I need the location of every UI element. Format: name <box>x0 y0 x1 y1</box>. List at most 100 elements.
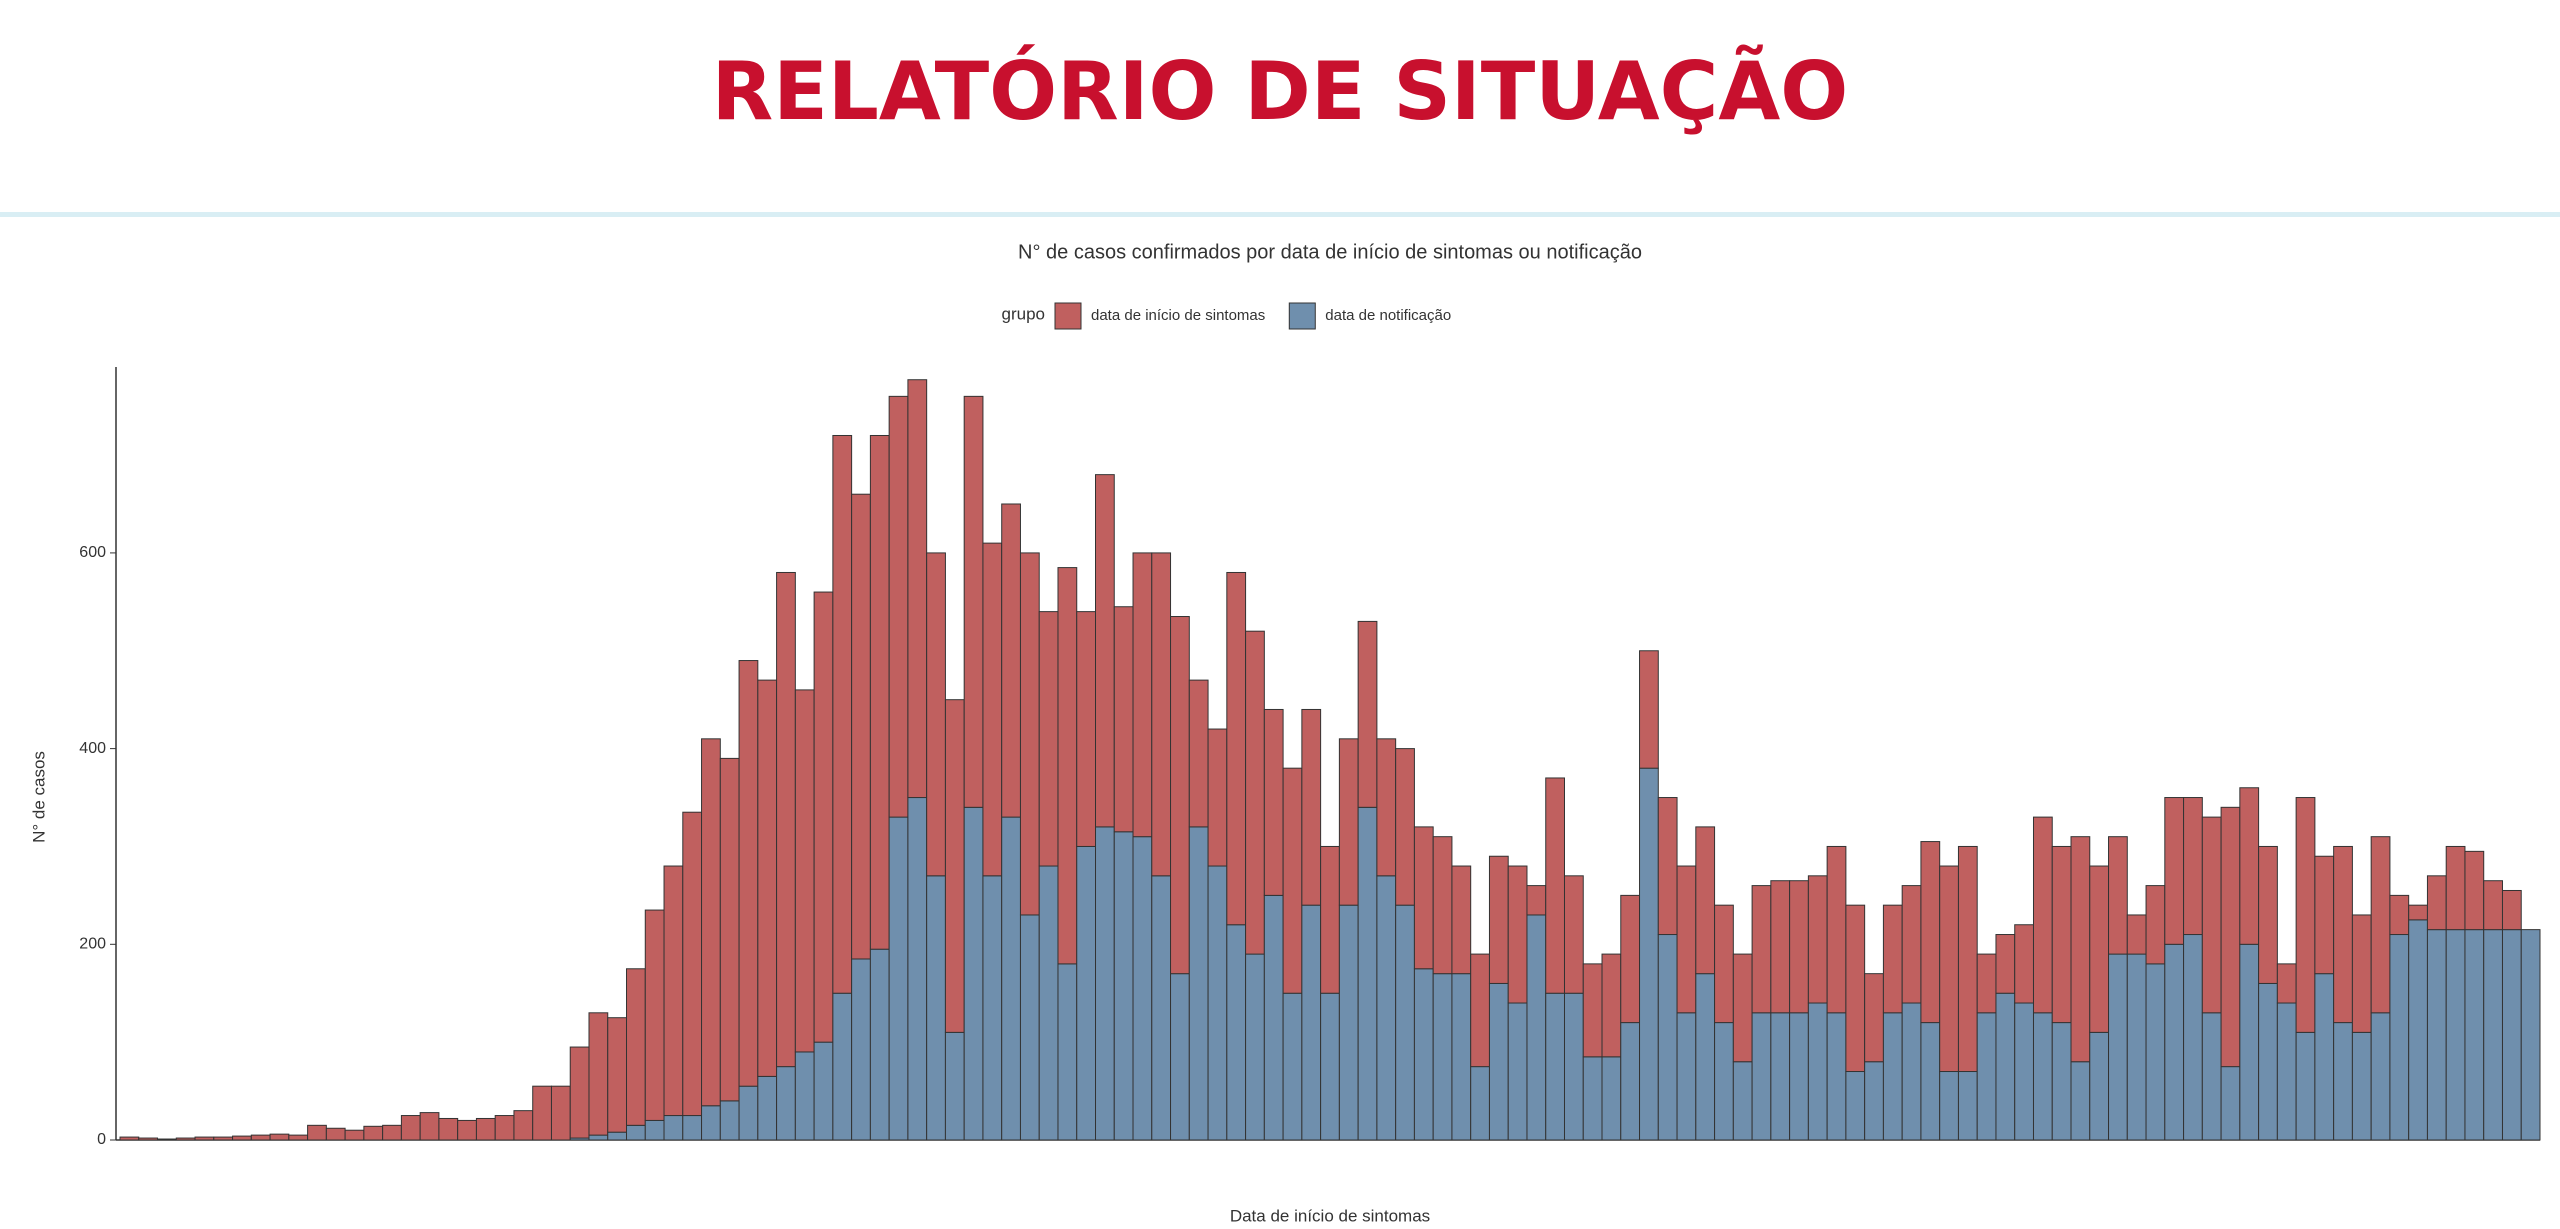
bar-segment <box>1563 875 1584 994</box>
y-tick-label: 600 <box>79 544 106 561</box>
bar-segment <box>794 689 815 1053</box>
bar-segment <box>869 948 890 1141</box>
bar-segment <box>1095 474 1115 828</box>
bar-segment <box>2295 797 2316 1033</box>
bar-segment <box>1301 904 1322 1141</box>
bar-segment <box>1507 865 1528 1004</box>
bar-segment <box>2351 914 2372 1033</box>
bar-segment <box>325 1127 346 1141</box>
bar-segment <box>1826 1012 1847 1141</box>
bar-segment <box>532 1085 552 1141</box>
bar-segment <box>1845 904 1866 1073</box>
bar-segment <box>2051 845 2072 1024</box>
bar-segment <box>1582 1056 1603 1141</box>
bar-segment <box>1207 728 1228 867</box>
x-axis-label: Data de início de sintomas <box>1230 1206 1430 1225</box>
bar-segment <box>1882 904 1903 1014</box>
bar-segment <box>2426 929 2447 1141</box>
bar-segment <box>626 1124 646 1141</box>
bar-segment <box>776 1066 796 1141</box>
bar-segment <box>2370 1012 2391 1141</box>
bar-segment <box>1132 836 1153 1141</box>
bar-segment <box>2351 1031 2372 1141</box>
bar-segment <box>194 1136 215 1141</box>
bar-segment <box>1920 1022 1941 1141</box>
bar-segment <box>1789 880 1809 1014</box>
bar-segment <box>2014 924 2034 1004</box>
bar-segment <box>1338 904 1359 1141</box>
bar-segment <box>175 1137 196 1141</box>
bar-segment <box>1657 934 1678 1141</box>
bar-segment <box>2145 885 2166 965</box>
bar-segment <box>2108 953 2128 1141</box>
bar-segment <box>2164 797 2185 945</box>
bar-segment <box>2333 845 2353 1024</box>
bar-segment <box>1338 738 1359 906</box>
bar-segment <box>2464 850 2485 931</box>
bar-segment <box>232 1135 252 1141</box>
bar-segment <box>2426 875 2447 931</box>
bar-segment <box>851 493 871 960</box>
bar-segment <box>2295 1031 2316 1141</box>
bar-segment <box>1488 855 1509 984</box>
bar-segment <box>1001 816 1021 1141</box>
bar-segment <box>813 591 834 1043</box>
bar-segment <box>382 1124 402 1141</box>
bar-segment <box>494 1115 515 1141</box>
bar-segment <box>663 865 684 1117</box>
bar-segment <box>1488 982 1509 1141</box>
bar-segment <box>550 1085 571 1141</box>
bar-segment <box>1357 806 1378 1141</box>
legend-label: data de notificação <box>1325 307 1451 324</box>
bar-segment <box>2464 929 2485 1141</box>
bar-segment <box>1995 992 2016 1141</box>
bar-segment <box>963 806 984 1141</box>
bar-segment <box>719 757 740 1102</box>
bar-segment <box>1245 953 1265 1141</box>
bar-segment <box>1451 865 1472 975</box>
bar-segment <box>757 1075 778 1141</box>
bar-segment <box>1939 1071 1959 1141</box>
bar-segment <box>1038 865 1059 1141</box>
bar-segment <box>1113 831 1134 1141</box>
bar-segment <box>926 875 946 1141</box>
bar-segment <box>982 542 1003 877</box>
bar-segment <box>1676 1012 1697 1141</box>
bar-segment <box>1226 924 1247 1141</box>
bar-segment <box>869 434 890 950</box>
bar-segment <box>626 968 646 1126</box>
bar-segment <box>1882 1012 1903 1141</box>
page-title: RELATÓRIO DE SITUAÇÃO <box>711 45 1849 138</box>
bar-segment <box>1545 992 1565 1141</box>
bar-segment <box>1301 708 1322 906</box>
bar-segment <box>1320 992 1340 1141</box>
bar-segment <box>1001 503 1021 818</box>
bar-segment <box>2220 1066 2241 1141</box>
y-tick-label: 0 <box>97 1131 106 1148</box>
bar-segment <box>250 1134 271 1141</box>
bar-segment <box>2258 982 2278 1141</box>
bar-segment <box>644 1119 665 1141</box>
bar-segment <box>1620 894 1641 1024</box>
bar-segment <box>2314 855 2335 975</box>
bar-segment <box>1639 650 1659 769</box>
bar-segment <box>588 1134 609 1141</box>
bar-segment <box>738 1085 759 1141</box>
bar-segment <box>1076 611 1097 847</box>
bar-segment <box>1451 973 1472 1141</box>
y-tick-label: 200 <box>79 936 106 953</box>
bar-segment <box>269 1133 290 1141</box>
bar-segment <box>963 395 984 808</box>
bar-segment <box>1582 963 1603 1058</box>
bar-segment <box>1432 973 1453 1141</box>
bar-segment <box>607 1131 628 1141</box>
bar-segment <box>1957 845 1978 1073</box>
bar-segment <box>119 1136 140 1141</box>
bar-segment <box>1864 973 1884 1063</box>
bar-segment <box>438 1117 459 1141</box>
bar-segment <box>1657 797 1678 936</box>
bar-segment <box>701 1105 721 1141</box>
bar-segment <box>1019 914 1040 1141</box>
bar-segment <box>1057 963 1078 1141</box>
bar-segment <box>851 958 871 1141</box>
